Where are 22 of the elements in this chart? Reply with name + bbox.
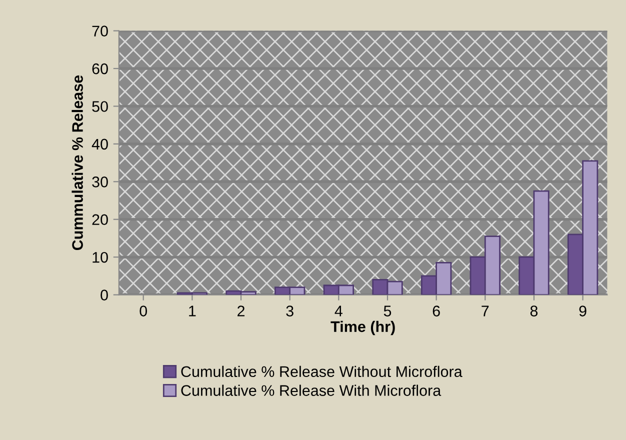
x-tick-label: 4 bbox=[334, 306, 342, 316]
x-tick-label: 9 bbox=[579, 306, 586, 316]
y-tick-label: 20 bbox=[92, 214, 108, 226]
legend-label: Cumulative % Release Without Microflora bbox=[181, 366, 462, 378]
x-tick-label: 8 bbox=[530, 306, 538, 316]
x-tick-label: 0 bbox=[140, 306, 148, 316]
x-tick-label: 5 bbox=[384, 306, 392, 316]
y-tick-label: 10 bbox=[92, 252, 108, 263]
x-tick-label: 6 bbox=[432, 306, 440, 316]
y-tick-label: 70 bbox=[92, 26, 108, 36]
x-tick-label: 2 bbox=[238, 306, 244, 316]
x-axis-title: Time (hr) bbox=[330, 320, 395, 336]
x-tick-label: 7 bbox=[482, 306, 489, 316]
y-tick-label: 40 bbox=[92, 138, 108, 150]
y-tick-label: 60 bbox=[92, 63, 108, 74]
y-tick-label: 30 bbox=[92, 176, 108, 188]
x-tick-label: 1 bbox=[189, 306, 196, 316]
y-tick-label: 50 bbox=[92, 101, 108, 112]
legend-label: Cumulative % Release With Microflora bbox=[181, 384, 442, 396]
x-tick-label: 3 bbox=[286, 306, 294, 316]
y-tick-label: 0 bbox=[100, 290, 108, 300]
y-axis-title: Cummulative % Release bbox=[72, 75, 83, 250]
